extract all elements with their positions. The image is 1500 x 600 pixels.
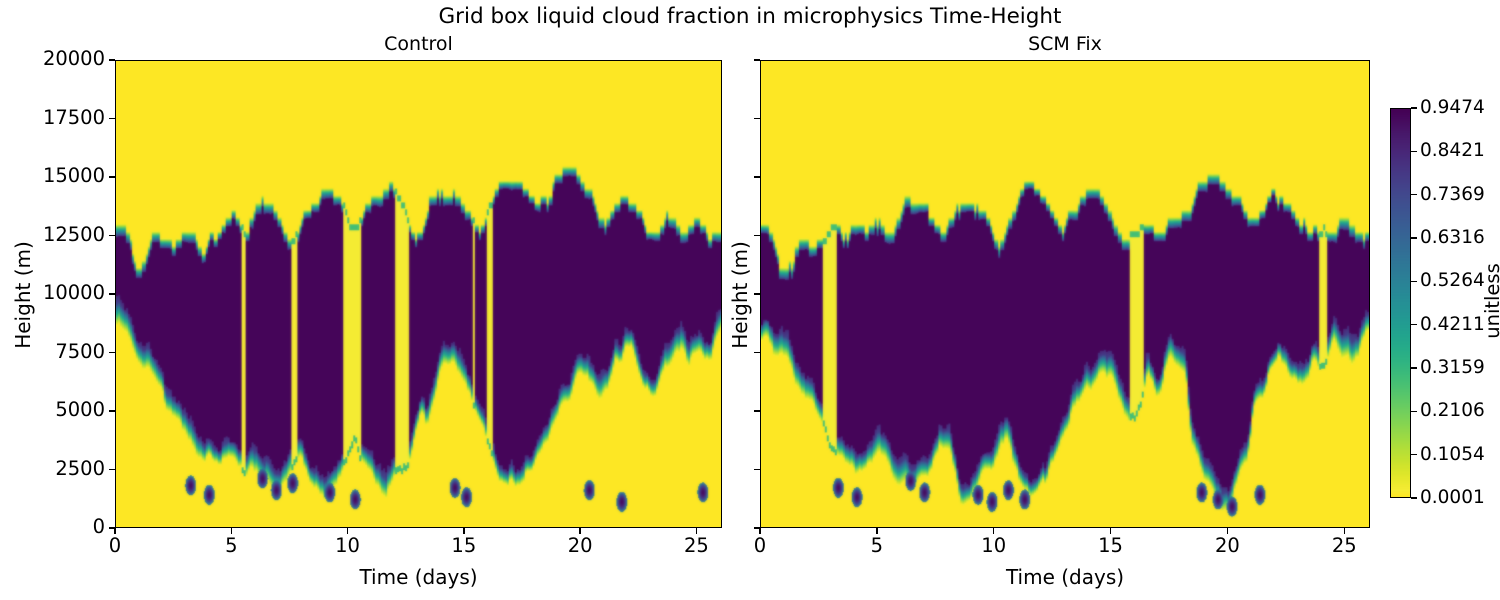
x-tick-mark xyxy=(346,528,349,534)
x-tick-label: 0 xyxy=(753,534,767,557)
y-tick-mark xyxy=(754,234,760,237)
y-tick-mark xyxy=(754,468,760,471)
colorbar-tick-mark xyxy=(1411,107,1417,109)
y-tick-mark xyxy=(109,59,115,61)
y-tick-label: 12500 xyxy=(42,222,105,246)
colorbar-tick-label: 0.8421 xyxy=(1420,140,1485,162)
colorbar-tick-label: 0.1054 xyxy=(1420,443,1485,465)
x-tick-mark xyxy=(463,528,465,534)
colorbar-tick-mark xyxy=(1411,150,1417,153)
panel-title-scm-fix: SCM Fix xyxy=(1028,33,1102,55)
x-tick-label: 5 xyxy=(870,534,884,557)
y-tick-mark xyxy=(754,59,760,61)
colorbar-tick-mark xyxy=(1411,410,1417,413)
x-tick-label: 10 xyxy=(981,534,1007,557)
colorbar-tick-mark xyxy=(1411,367,1417,369)
y-tick-label: 17500 xyxy=(42,105,105,129)
colorbar[interactable] xyxy=(1390,108,1411,498)
y-tick-mark xyxy=(109,176,115,178)
y-tick-mark xyxy=(754,176,760,178)
x-tick-label: 10 xyxy=(335,534,360,557)
colorbar-tick-mark xyxy=(1411,323,1417,326)
colorbar-tick-mark xyxy=(1411,453,1417,456)
colorbar-tick-mark xyxy=(1411,497,1417,499)
colorbar-tick-label: 0.4211 xyxy=(1420,313,1485,335)
y-tick-label: 15000 xyxy=(42,164,105,187)
x-tick-label: 20 xyxy=(1215,534,1240,557)
y-tick-mark xyxy=(109,351,115,354)
x-tick-mark xyxy=(579,528,581,534)
colorbar-tick-label: 0.3159 xyxy=(1420,356,1485,378)
x-tick-mark xyxy=(230,528,232,534)
x-tick-label: 25 xyxy=(683,534,709,557)
heatmap-image-control xyxy=(116,61,721,527)
x-tick-mark xyxy=(1109,528,1112,534)
y-tick-mark xyxy=(754,351,760,354)
heatmap-panel-scm-fix[interactable] xyxy=(760,60,1370,528)
x-axis-label-control: Time (days) xyxy=(359,565,478,589)
y-tick-mark xyxy=(109,293,115,295)
y-tick-mark xyxy=(109,117,115,120)
colorbar-tick-label: 0.2106 xyxy=(1420,400,1485,422)
y-tick-mark xyxy=(109,468,115,471)
x-tick-label: 20 xyxy=(567,534,593,557)
colorbar-tick-label: 0.7369 xyxy=(1420,183,1485,205)
x-tick-label: 15 xyxy=(1098,534,1123,557)
colorbar-tick-mark xyxy=(1411,280,1417,282)
y-tick-mark xyxy=(109,410,115,412)
x-tick-mark xyxy=(695,528,698,534)
x-tick-mark xyxy=(1226,528,1229,534)
y-tick-mark xyxy=(109,527,115,529)
x-tick-mark xyxy=(993,528,995,534)
y-tick-label: 2500 xyxy=(55,456,105,480)
figure-suptitle: Grid box liquid cloud fraction in microp… xyxy=(438,4,1062,29)
y-axis-label-scm-fix: Height (m) xyxy=(728,241,752,349)
x-tick-label: 25 xyxy=(1331,534,1357,557)
colorbar-tick-label: 0.0001 xyxy=(1420,487,1485,508)
x-axis-label-scm-fix: Time (days) xyxy=(1005,565,1125,589)
colorbar-tick-label: 0.9474 xyxy=(1420,97,1485,118)
y-tick-label: 0 xyxy=(92,515,105,538)
x-tick-mark xyxy=(876,528,878,534)
y-tick-label: 7500 xyxy=(55,339,105,363)
y-tick-label: 5000 xyxy=(55,398,105,421)
heatmap-panel-control[interactable] xyxy=(115,60,722,528)
y-tick-label: 20000 xyxy=(42,47,105,70)
y-tick-mark xyxy=(754,293,760,295)
y-tick-label: 10000 xyxy=(42,281,105,304)
colorbar-tick-mark xyxy=(1411,237,1417,239)
x-tick-label: 15 xyxy=(451,534,477,557)
x-tick-label: 5 xyxy=(225,534,238,557)
panel-title-control: Control xyxy=(384,33,453,55)
colorbar-label: unitless xyxy=(1481,263,1500,339)
x-tick-mark xyxy=(114,528,116,534)
y-tick-mark xyxy=(754,410,760,412)
colorbar-gradient xyxy=(1390,108,1411,498)
y-tick-mark xyxy=(754,527,760,529)
colorbar-tick-label: 0.6316 xyxy=(1420,227,1485,248)
heatmap-image-scm-fix xyxy=(761,61,1369,527)
y-tick-mark xyxy=(754,117,760,120)
x-tick-label: 0 xyxy=(108,534,122,557)
colorbar-tick-label: 0.5264 xyxy=(1420,270,1485,292)
x-tick-mark xyxy=(759,528,761,534)
y-tick-mark xyxy=(109,234,115,237)
x-tick-mark xyxy=(1343,528,1345,534)
colorbar-tick-mark xyxy=(1411,193,1417,196)
